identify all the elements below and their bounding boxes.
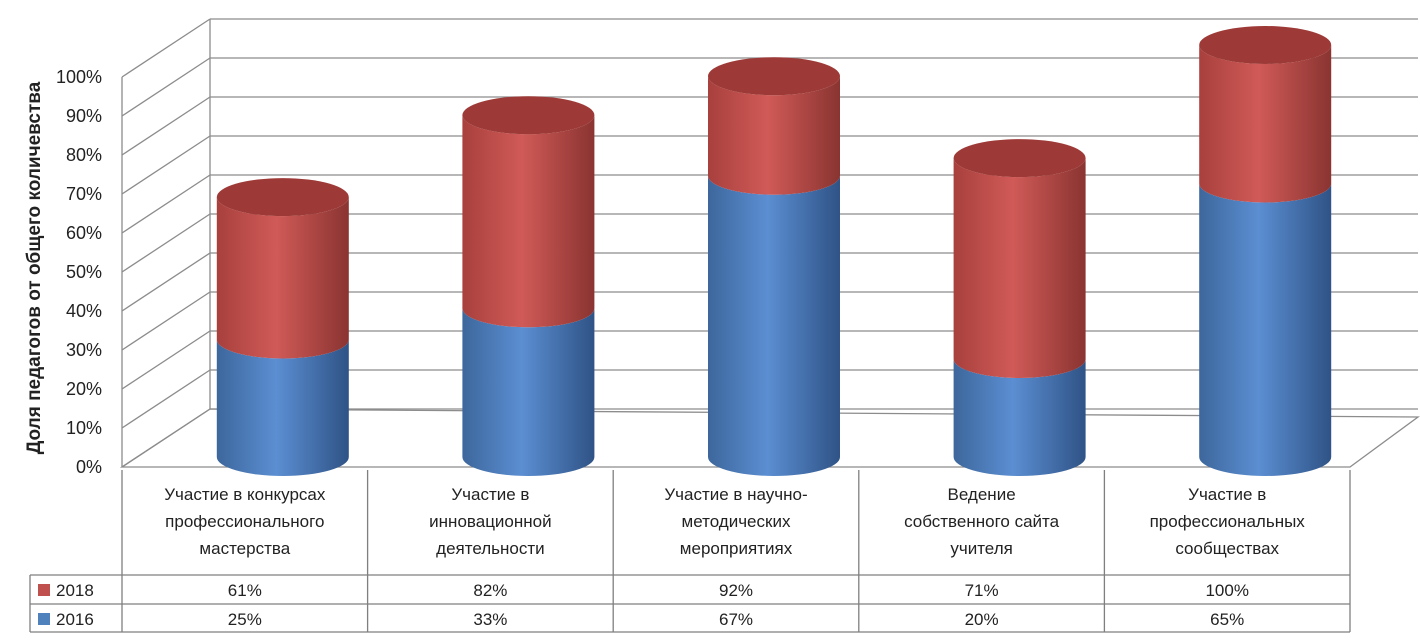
data-table-value: 100% — [1205, 581, 1248, 600]
bar-top-cap — [708, 57, 840, 96]
legend-label-2016: 2016 — [56, 610, 94, 629]
y-tick-label: 100% — [56, 67, 102, 87]
data-table-value: 82% — [473, 581, 507, 600]
gridline-side — [121, 174, 211, 234]
category-label: учителя — [950, 539, 1012, 558]
category-label: профессионального — [165, 512, 324, 531]
bar-2018 — [708, 76, 840, 195]
y-tick-label: 90% — [66, 106, 102, 126]
data-table-value: 65% — [1210, 610, 1244, 629]
y-tick-label: 40% — [66, 301, 102, 321]
gridline-side — [121, 252, 211, 312]
bar-2018 — [1199, 45, 1332, 203]
data-table-value: 25% — [228, 610, 262, 629]
data-table-value: 71% — [965, 581, 999, 600]
y-tick-label: 70% — [66, 184, 102, 204]
bar-2016 — [708, 175, 840, 476]
data-table-value: 67% — [719, 610, 753, 629]
bar-2016 — [953, 359, 1086, 476]
legend-swatch-2018 — [38, 584, 50, 596]
bar-2016 — [1199, 183, 1332, 476]
category-label: собственного сайта — [904, 512, 1060, 531]
y-tick-label: 80% — [66, 145, 102, 165]
category-label: мероприятиях — [680, 539, 793, 558]
category-label: Ведение — [948, 485, 1016, 504]
category-label: деятельности — [436, 539, 544, 558]
category-label: Участие в научно- — [664, 485, 807, 504]
bar-top-cap — [216, 178, 349, 217]
plot-area — [216, 26, 1332, 476]
category-label: инновационной — [429, 512, 551, 531]
category-label: Участие в — [451, 485, 529, 504]
data-table: Участие в конкурсах профессионального маст… — [29, 470, 1351, 633]
bar-top-cap — [462, 96, 595, 135]
gridline-side — [121, 18, 211, 78]
bar-2016 — [216, 339, 349, 476]
bar-top-cap — [953, 139, 1086, 178]
gridline-side — [121, 135, 211, 195]
category-label: Участие в — [1188, 485, 1266, 504]
gridline-side — [121, 369, 211, 429]
category-label: сообществах — [1175, 539, 1279, 558]
y-tick-label: 10% — [66, 418, 102, 438]
y-tick-label: 50% — [66, 262, 102, 282]
legend-label-2018: 2018 — [56, 581, 94, 600]
y-axis-title: Доля педагогов от общего количевства — [24, 81, 45, 454]
bar-top-cap — [1199, 26, 1332, 64]
y-tick-label: 30% — [66, 340, 102, 360]
bar-2018 — [953, 158, 1086, 378]
gridline-side — [121, 213, 211, 273]
y-axis-ticks: 0% 10% 20% 30% 40% 50% 60% 70% 80% 90% 100% — [56, 67, 102, 477]
category-label: мастерства — [199, 539, 290, 558]
category-label: Участие в конкурсах — [164, 485, 326, 504]
legend-swatch-2016 — [38, 613, 50, 625]
y-tick-label: 60% — [66, 223, 102, 243]
bar-2018 — [462, 115, 595, 328]
gridline-side — [121, 96, 211, 156]
data-table-value: 61% — [228, 581, 262, 600]
y-tick-label: 0% — [76, 457, 102, 477]
floor-outline — [119, 408, 1420, 468]
bar-2016 — [462, 308, 595, 476]
gridline-side — [121, 330, 211, 390]
category-label: профессиональных — [1150, 512, 1306, 531]
gridline-side — [121, 57, 211, 117]
data-table-value: 92% — [719, 581, 753, 600]
category-label: методических — [682, 512, 791, 531]
data-table-value: 20% — [965, 610, 999, 629]
y-tick-label: 20% — [66, 379, 102, 399]
bar-2018 — [216, 197, 349, 359]
data-table-value: 33% — [473, 610, 507, 629]
gridline-side — [121, 291, 211, 351]
